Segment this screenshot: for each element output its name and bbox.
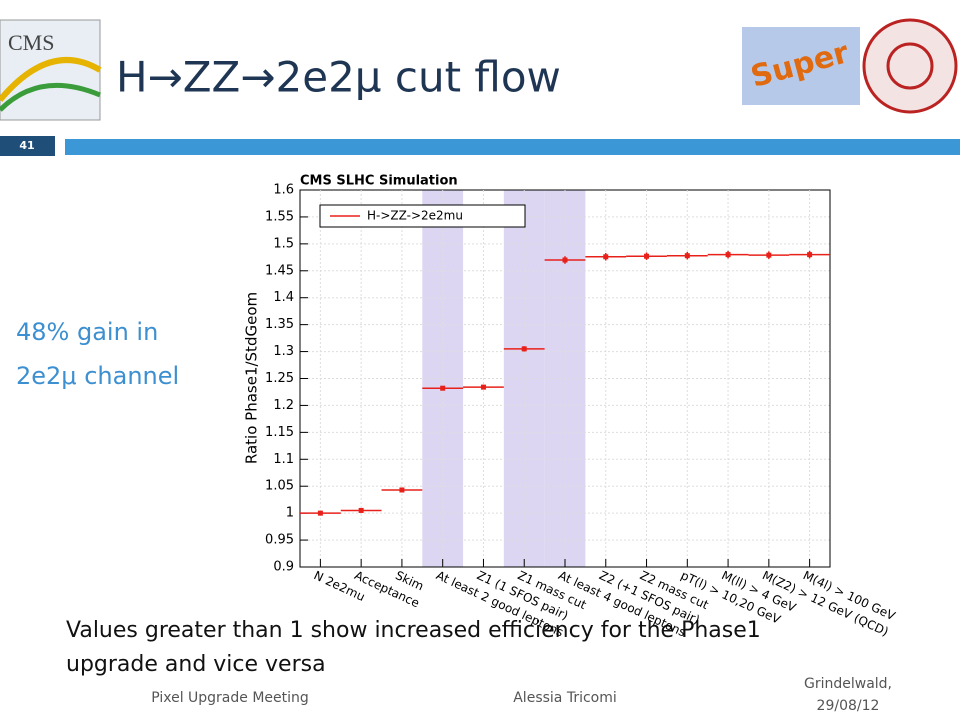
y-tick-label: 1.55 [265, 209, 294, 224]
point [358, 507, 364, 513]
y-tick-label: 1.4 [273, 290, 294, 305]
y-tick-label: 1.15 [265, 425, 294, 440]
footer-right: Grindelwald, [804, 676, 892, 692]
point [562, 257, 568, 263]
y-tick-label: 1.05 [265, 479, 294, 494]
point [603, 254, 609, 260]
y-tick-label: 1.5 [273, 236, 294, 251]
point [440, 385, 446, 391]
detector-logo [886, 42, 934, 90]
y-tick-label: 1.45 [265, 263, 294, 278]
point [644, 253, 650, 259]
legend-box [319, 204, 526, 228]
logo-swoosh [0, 82, 101, 112]
footer-left: Pixel Upgrade Meeting [151, 690, 309, 706]
body-text: upgrade and vice versa [66, 652, 326, 677]
footer-center: Alessia Tricomi [513, 690, 617, 706]
slide-title: H→ZZ→2e2μ cut flow [116, 53, 561, 102]
logo-swoosh [0, 57, 102, 102]
logo-text: CMS [8, 30, 54, 55]
side-text: 2e2μ channel [16, 362, 179, 390]
legend-label: H->ZZ->2e2mu [367, 209, 463, 223]
point [766, 252, 772, 258]
point [399, 487, 405, 493]
y-axis-label: Ratio Phase1/StdGeom [243, 292, 261, 464]
slide-number-box [0, 136, 55, 156]
detector-logo [862, 18, 958, 114]
y-tick-label: 1 [286, 506, 294, 521]
chart-title: CMS SLHC Simulation [300, 174, 458, 189]
y-tick-label: 1.25 [265, 371, 294, 386]
body-text: Values greater than 1 show increased eff… [66, 618, 761, 643]
super-logo [742, 27, 860, 105]
y-tick-label: 1.2 [273, 398, 294, 413]
point [807, 252, 813, 258]
point [317, 510, 323, 516]
point [480, 384, 486, 390]
side-text: 48% gain in [16, 318, 158, 346]
header-bar [65, 139, 960, 155]
point [725, 252, 731, 258]
point [521, 346, 527, 352]
y-tick-label: 1.35 [265, 317, 294, 332]
point [684, 253, 690, 259]
cms-logo [0, 19, 101, 121]
y-tick-label: 0.95 [265, 533, 294, 548]
footer-right: 29/08/12 [817, 698, 880, 714]
slide-number: 41 [19, 139, 34, 152]
y-tick-label: 1.1 [273, 452, 294, 467]
y-tick-label: 1.3 [273, 344, 294, 359]
y-tick-label: 1.6 [273, 183, 294, 198]
y-tick-label: 0.9 [273, 560, 294, 575]
